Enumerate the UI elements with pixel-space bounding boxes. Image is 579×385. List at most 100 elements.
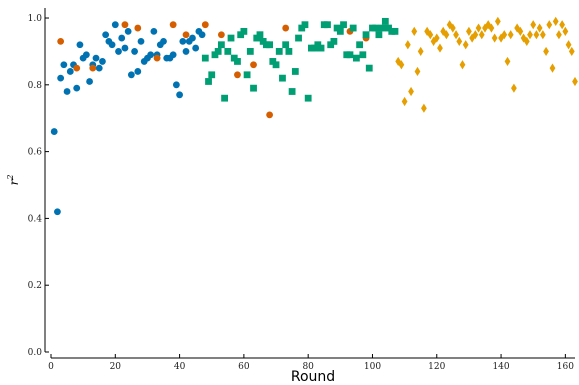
data-point-series-4 [433,33,440,43]
data-point-series-4 [523,36,530,46]
data-point-series-3 [346,51,354,59]
y-axis-label: r2 [6,175,21,186]
data-point-series-3 [365,64,373,72]
data-point-series-1 [76,41,84,49]
data-point-series-4 [398,60,405,70]
data-point-series-4 [556,30,562,40]
data-point-series-1 [121,44,129,52]
data-point-series-2 [266,111,274,119]
data-point-series-4 [417,46,424,57]
data-point-series-4 [411,26,418,36]
data-point-series-4 [504,56,511,67]
data-point-series-3 [352,54,360,62]
data-point-series-1 [160,37,167,45]
data-point-series-1 [134,68,142,75]
data-point-series-2 [282,24,290,32]
data-point-series-1 [50,128,58,135]
y-tick-label: 0.4 [28,214,43,224]
data-point-series-1 [86,78,93,85]
data-point-series-4 [533,30,540,40]
y-axis-label-base: r [7,178,21,185]
data-point-series-1 [124,27,132,35]
data-point-series-4 [459,60,466,70]
y-tick-label: 0.2 [28,281,42,291]
data-point-series-3 [391,27,399,35]
data-point-series-4 [562,26,569,36]
data-point-series-3 [362,31,370,39]
data-point-series-1 [95,64,103,72]
data-point-series-1 [111,21,119,29]
data-point-series-1 [131,48,138,55]
data-point-series-3 [205,78,212,85]
x-tick-label: 140 [492,362,509,372]
data-point-series-3 [282,41,290,49]
data-point-series-1 [118,34,126,42]
data-point-series-3 [359,51,367,59]
x-axis-label: Round [291,369,335,385]
data-point-series-4 [401,96,408,107]
data-point-series-4 [543,46,549,57]
data-point-series-1 [73,84,81,92]
data-point-series-3 [356,41,364,49]
data-point-series-1 [66,68,74,75]
data-point-series-3 [214,48,222,55]
data-point-series-3 [349,24,357,32]
y-tick-label: 0.0 [28,348,43,358]
data-point-series-3 [375,31,383,39]
data-point-series-3 [304,94,312,102]
data-point-series-3 [372,24,380,32]
data-point-series-4 [404,40,411,50]
data-points [50,16,578,216]
data-point-series-4 [549,63,556,73]
data-point-series-4 [421,103,427,113]
data-point-series-3 [208,71,216,79]
data-point-series-3 [288,88,296,95]
data-point-series-1 [179,37,187,45]
data-point-series-3 [224,48,232,55]
data-point-series-1 [169,51,177,59]
data-point-series-3 [221,94,228,102]
data-point-series-1 [172,81,180,89]
data-point-series-2 [182,31,190,39]
data-point-series-3 [266,41,274,49]
data-point-series-2 [121,21,129,29]
data-point-series-2 [89,64,97,72]
data-point-series-4 [536,23,543,33]
data-point-series-4 [559,20,566,30]
data-point-series-3 [217,41,225,49]
data-point-series-3 [285,48,293,55]
data-point-series-1 [198,31,206,39]
y-axis-label-superscript: 2 [6,175,15,181]
data-point-series-3 [330,37,338,45]
data-point-series-4 [520,33,527,43]
data-point-series-4 [568,46,575,57]
data-point-series-4 [494,16,501,26]
data-point-series-4 [511,83,517,93]
data-point-series-3 [279,74,286,82]
data-point-series-1 [108,41,116,49]
data-point-series-2 [217,31,225,39]
y-ticks: 0.0 0.2 0.4 0.6 0.8 1.0 [28,14,49,358]
data-point-series-3 [336,27,344,35]
data-point-series-4 [443,30,450,40]
data-point-series-1 [92,54,100,62]
data-point-series-1 [137,37,145,45]
x-tick-label: 160 [557,362,574,372]
x-tick-label: 40 [174,362,186,372]
data-point-series-1 [192,44,200,52]
data-point-series-3 [250,84,257,92]
data-point-series-3 [291,68,299,75]
data-point-series-1 [63,88,71,95]
data-point-series-2 [134,24,142,32]
data-point-series-1 [150,27,158,35]
data-point-series-4 [498,33,504,43]
data-point-series-4 [462,40,469,50]
data-point-series-4 [491,33,498,43]
data-point-series-3 [301,21,309,29]
x-tick-label: 0 [48,362,54,372]
data-point-series-3 [256,31,264,39]
data-point-series-3 [246,48,254,55]
data-point-series-3 [272,61,280,69]
data-point-series-1 [176,91,183,99]
